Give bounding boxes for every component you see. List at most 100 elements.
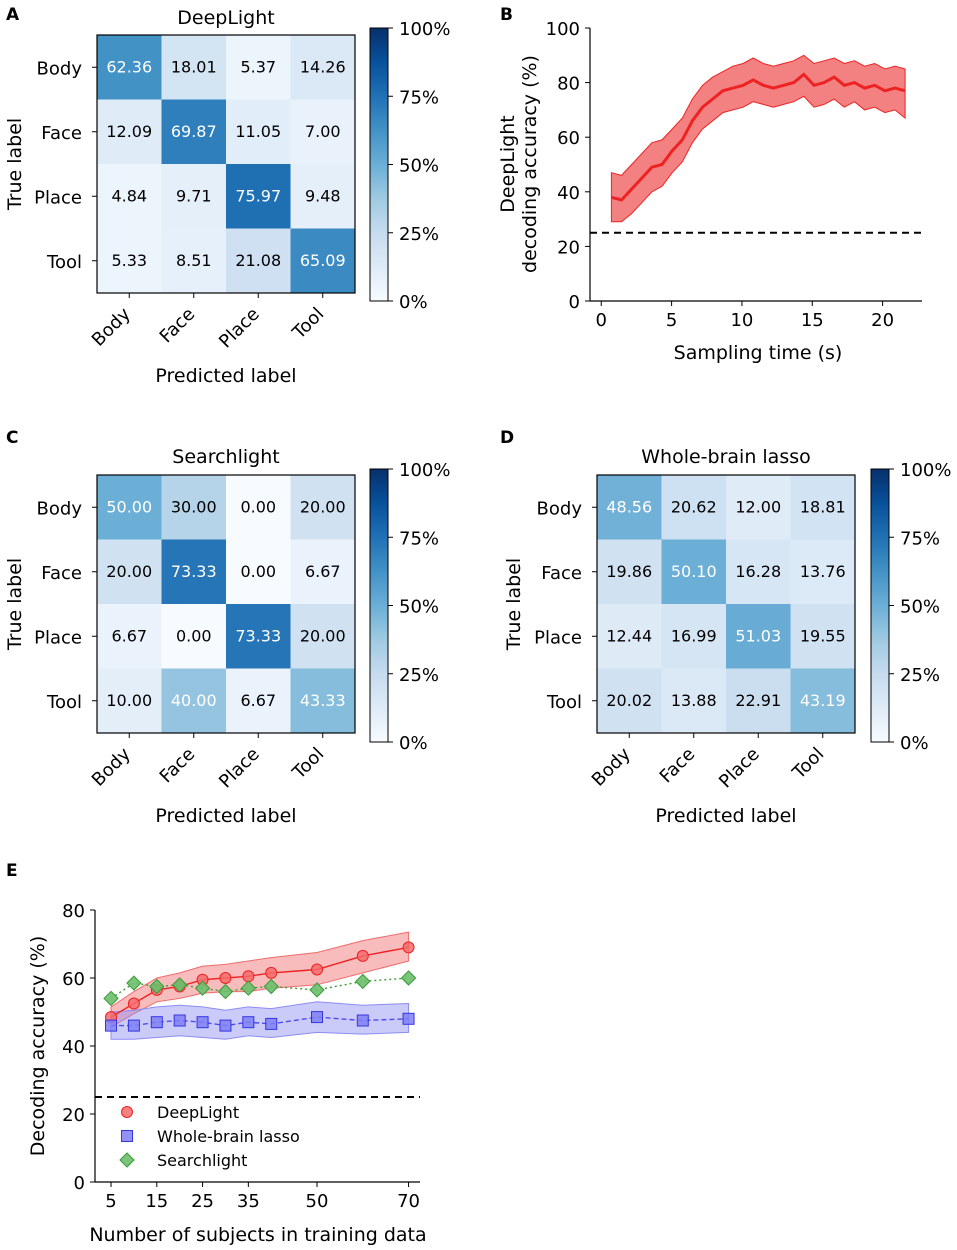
panel-d-xtick-label-place: Place bbox=[715, 744, 764, 793]
panel-letter-d: D bbox=[500, 428, 514, 448]
panel-c-ytick-label-face: Face bbox=[41, 563, 82, 584]
panel-b-ytick-label: 80 bbox=[557, 74, 580, 95]
panel-c-cell-label-r3-c2: 6.67 bbox=[240, 691, 276, 710]
panel-c-cell-r0-c0 bbox=[97, 475, 162, 540]
panel-c-cell-r3-c0 bbox=[97, 668, 162, 734]
panel-d-colorbar-tick-label: 75% bbox=[900, 528, 940, 549]
panel-c-cell-label-r3-c3: 43.33 bbox=[300, 691, 346, 710]
panel-d-cell-label-r1-c2: 16.28 bbox=[735, 562, 781, 581]
panel-a-xlabel: Predicted label bbox=[155, 365, 296, 387]
panel-d-cell-label-r2-c2: 51.03 bbox=[735, 626, 781, 645]
panel-a-cell-r3-c3 bbox=[290, 228, 356, 294]
panel-e-point-searchlight bbox=[194, 980, 211, 996]
panel-c-cell-r2-c2 bbox=[226, 604, 291, 669]
panel-e-xtick-label: 25 bbox=[191, 1191, 214, 1212]
panel-c-cell-label-r2-c3: 20.00 bbox=[300, 626, 346, 645]
panel-c-ytick-label-tool: Tool bbox=[46, 692, 82, 713]
panel-e-point-deeplight bbox=[219, 972, 232, 984]
panel-e-point-whole-brain-lasso bbox=[265, 1017, 278, 1030]
panel-c-colorbar-tick-label: 75% bbox=[399, 528, 439, 549]
panel-letter-b: B bbox=[500, 5, 513, 25]
panel-c-cell-r2-c3 bbox=[290, 604, 356, 669]
panel-c-cell-r1-c2 bbox=[226, 539, 291, 605]
panel-e-ytick-label: 80 bbox=[62, 901, 85, 922]
panel-e-legend-label-deeplight: DeepLight bbox=[157, 1103, 239, 1122]
panel-d-cell-r3-c2 bbox=[726, 668, 791, 734]
panel-d-cell-label-r2-c0: 12.44 bbox=[606, 626, 652, 645]
panel-a-confusion-matrix: DeepLight 62.36 18.01 5.37 14.26 12.09 69.87 1… bbox=[4, 7, 450, 387]
panel-b-xtick-label: 10 bbox=[730, 310, 753, 331]
panel-d-frame bbox=[596, 474, 856, 734]
panel-d-cell-label-r2-c3: 19.55 bbox=[800, 626, 846, 645]
panel-c-cell-label-r1-c3: 6.67 bbox=[305, 562, 341, 581]
panel-d-cell-r1-c3 bbox=[790, 539, 856, 605]
panel-a-cell-r1-c1 bbox=[161, 99, 227, 165]
panel-d-cell-label-r3-c2: 22.91 bbox=[735, 691, 781, 710]
panel-a-cell-label-r3-c2: 21.08 bbox=[235, 251, 281, 270]
panel-letter-e: E bbox=[6, 861, 18, 881]
panel-a-cell-label-r3-c3: 65.09 bbox=[300, 251, 346, 270]
panel-e-point-whole-brain-lasso bbox=[356, 1014, 369, 1027]
panel-d-colorbar bbox=[870, 468, 890, 743]
panel-c-cell-label-r3-c0: 10.00 bbox=[106, 691, 152, 710]
panel-d-xtick-label-tool: Tool bbox=[788, 744, 828, 784]
panel-b-confidence-band bbox=[610, 54, 906, 223]
panel-d-xtick-label-body: Body bbox=[588, 743, 635, 790]
panel-d-ytick-label-tool: Tool bbox=[546, 692, 582, 713]
panel-d-colorbar-tick-label: 50% bbox=[900, 597, 940, 618]
panel-a-colorbar-tick-label: 50% bbox=[399, 156, 439, 177]
panel-d-cell-r3-c0 bbox=[597, 668, 662, 734]
panel-a-cell-r1-c2 bbox=[226, 99, 291, 165]
panel-d-cell-r1-c0 bbox=[597, 539, 662, 605]
panel-e-xtick-label: 5 bbox=[105, 1191, 116, 1212]
panel-a-cell-label-r1-c3: 7.00 bbox=[305, 122, 341, 141]
panel-d-cell-label-r3-c0: 20.02 bbox=[606, 691, 652, 710]
panel-a-cell-label-r2-c1: 9.71 bbox=[176, 186, 212, 205]
panel-e-band-deeplight bbox=[110, 931, 410, 1029]
panel-b-ytick-label: 40 bbox=[557, 183, 580, 204]
panel-d-cell-r3-c3 bbox=[790, 668, 856, 734]
panel-e-point-deeplight bbox=[356, 949, 369, 962]
panel-d-xtick-label-face: Face bbox=[656, 744, 700, 788]
panel-a-colorbar-tick-label: 100% bbox=[399, 19, 450, 40]
panel-a-cell-label-r1-c0: 12.09 bbox=[106, 122, 152, 141]
panel-e-xtick-label: 70 bbox=[397, 1191, 420, 1212]
panel-e-point-deeplight bbox=[311, 963, 324, 976]
panel-c-ytick-label-place: Place bbox=[34, 627, 82, 648]
panel-a-cell-label-r3-c0: 5.33 bbox=[111, 251, 147, 270]
panel-c-confusion-matrix: Searchlight 50.00 30.00 0.00 20.00 20.00 73.3… bbox=[4, 446, 450, 827]
panel-d-ylabel: True label bbox=[503, 558, 525, 651]
panel-c-cell-label-r1-c0: 20.00 bbox=[106, 562, 152, 581]
panel-e-legend-marker-deeplight bbox=[121, 1106, 133, 1118]
panel-e-point-deeplight bbox=[265, 966, 278, 979]
panel-c-cell-r0-c1 bbox=[161, 475, 227, 540]
panel-c-xtick-label-place: Place bbox=[215, 744, 264, 793]
panel-e-legend-marker-whole-brain-lasso bbox=[121, 1130, 133, 1142]
panel-a-frame bbox=[96, 34, 356, 294]
panel-letter-a: A bbox=[6, 5, 20, 25]
panel-d-cell-label-r0-c0: 48.56 bbox=[606, 497, 652, 516]
panel-a-cell-r2-c3 bbox=[290, 164, 356, 229]
panel-a-cell-label-r3-c1: 8.51 bbox=[176, 251, 212, 270]
panel-d-ytick-label-place: Place bbox=[534, 627, 582, 648]
panel-a-ytick-label-face: Face bbox=[41, 123, 82, 144]
panel-a-cell-label-r2-c2: 75.97 bbox=[235, 186, 281, 205]
panel-c-cell-r3-c1 bbox=[161, 668, 227, 734]
panel-e-xtick-label: 15 bbox=[145, 1191, 168, 1212]
panel-c-cell-label-r0-c0: 50.00 bbox=[106, 497, 152, 516]
panel-c-colorbar-tick-label: 100% bbox=[399, 460, 450, 481]
panel-e-line-chart: 0 20 40 60 80 5 15 25 35 50 70 Number of subjects … bbox=[27, 901, 427, 1246]
panel-b-ytick-label: 20 bbox=[557, 237, 580, 258]
panel-e-xtick-label: 35 bbox=[237, 1191, 260, 1212]
panel-a-cell-r3-c0 bbox=[97, 228, 162, 294]
panel-c-cell-label-r2-c1: 0.00 bbox=[176, 626, 212, 645]
panel-c-cell-label-r0-c3: 20.00 bbox=[300, 497, 346, 516]
panel-a-ytick-label-place: Place bbox=[34, 187, 82, 208]
panel-e-legend-label-whole-brain-lasso: Whole-brain lasso bbox=[157, 1127, 300, 1146]
panel-e-xlabel: Number of subjects in training data bbox=[89, 1224, 426, 1246]
panel-d-cell-r0-c0 bbox=[597, 475, 662, 540]
panel-a-cell-r2-c0 bbox=[97, 164, 162, 229]
panel-a-colorbar-tick-label: 75% bbox=[399, 87, 439, 108]
panel-e-point-whole-brain-lasso bbox=[219, 1019, 232, 1032]
